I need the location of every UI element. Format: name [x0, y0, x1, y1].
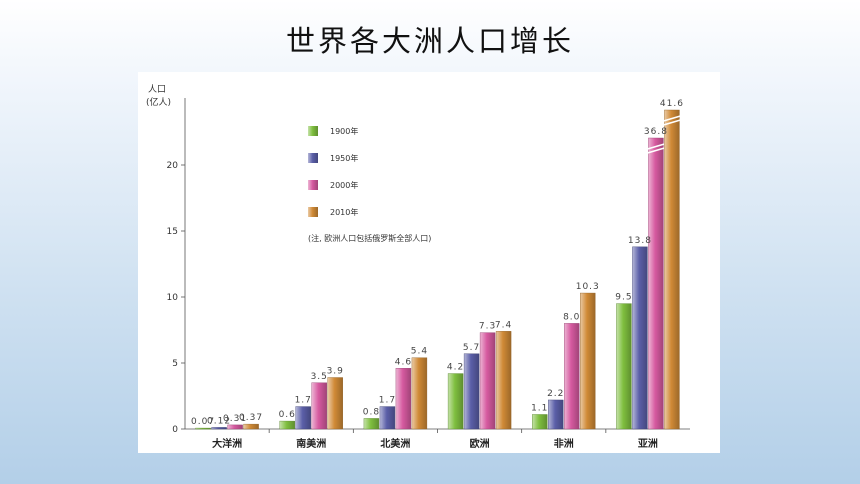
y-tick-label: 5: [172, 359, 178, 369]
data-label: 0.12: [207, 416, 231, 426]
bar-北美洲-1950年: [379, 406, 396, 430]
bar-非洲-2010年: [580, 292, 596, 430]
bar-大洋洲-1950年: [211, 427, 227, 430]
legend-label: 1950年: [330, 153, 358, 163]
data-label: 0.31: [223, 414, 247, 424]
data-label: 0.07: [191, 417, 215, 427]
data-label: 1.1: [531, 403, 548, 413]
legend-swatch: [308, 207, 318, 217]
data-label: 0.37: [239, 413, 263, 423]
category-label: 非洲: [554, 437, 574, 450]
data-label: 0.8: [363, 407, 380, 417]
data-label: 8.0: [563, 312, 580, 322]
bar-南美洲-2000年: [311, 382, 327, 430]
category-label: 南美洲: [296, 437, 326, 450]
bar-南美洲-1950年: [295, 406, 311, 430]
data-label: 5.4: [411, 347, 428, 357]
data-label: 10.3: [576, 282, 600, 292]
data-label: 5.7: [463, 343, 480, 353]
legend-swatch: [308, 153, 318, 163]
data-label: 9.5: [615, 293, 632, 303]
data-label: 1.7: [295, 396, 312, 406]
bar-欧洲-1900年: [447, 373, 464, 430]
bar-非洲-2000年: [564, 323, 580, 430]
chart-panel: 人口 (亿人) 0 5 10 15 20 大洋洲 南美洲 北美洲 欧洲 非洲 亚洲 0.07 0.12 0.…: [138, 72, 720, 453]
legend-label: 2010年: [330, 207, 358, 217]
category-label: 欧洲: [470, 437, 490, 450]
y-tick-label: 0: [172, 425, 178, 435]
bar-欧洲-1950年: [463, 353, 480, 430]
data-label: 4.2: [447, 363, 464, 373]
bar-南美洲-1900年: [279, 420, 295, 430]
data-label: 4.6: [395, 357, 412, 367]
bar-亚洲-2000年: [648, 137, 664, 430]
bar-非洲-1950年: [548, 399, 564, 430]
data-label: 41.6: [660, 99, 684, 109]
bar-北美洲-1900年: [363, 418, 380, 430]
bar-大洋洲-1900年: [195, 427, 211, 430]
bar-北美洲-2010年: [411, 357, 428, 430]
chart-note: (注, 欧洲人口包括俄罗斯全部人口): [308, 233, 431, 243]
legend-label: 2000年: [330, 180, 358, 190]
y-tick-label: 20: [167, 161, 179, 171]
bar-非洲-1900年: [532, 414, 548, 430]
y-tick-label: 15: [167, 227, 178, 237]
bar-北美洲-2000年: [395, 368, 412, 430]
data-label: 1.7: [379, 396, 396, 406]
y-axis-label-line1: 人口: [148, 84, 166, 95]
data-label: 7.4: [495, 320, 512, 330]
bar-大洋洲-2000年: [227, 424, 243, 430]
legend-swatch: [308, 180, 318, 190]
bar-南美洲-2010年: [327, 377, 343, 430]
category-label: 亚洲: [638, 438, 658, 450]
legend-swatch: [308, 126, 318, 136]
legend-label: 1900年: [330, 126, 358, 136]
category-label: 北美洲: [380, 437, 410, 450]
axis-break-mark: [647, 143, 665, 154]
data-label: 36.8: [644, 127, 668, 137]
category-label: 大洋洲: [212, 437, 242, 450]
bar-大洋洲-2010年: [243, 423, 259, 430]
axis-break-mark: [663, 115, 681, 126]
bar-亚洲-2010年: [664, 109, 680, 430]
y-tick-label: 10: [167, 293, 179, 303]
bar-欧洲-2010年: [495, 331, 512, 430]
data-label: 2.2: [547, 389, 564, 399]
data-label: 0.6: [279, 410, 296, 420]
data-label: 3.5: [311, 372, 328, 382]
slide-title: 世界各大洲人口增长: [285, 24, 574, 58]
bar-欧洲-2000年: [479, 332, 496, 430]
y-axis-label-line2: (亿人): [146, 96, 171, 108]
bar-亚洲-1900年: [616, 303, 632, 430]
data-label: 13.8: [628, 236, 652, 246]
bar-亚洲-1950年: [632, 246, 648, 430]
data-label: 3.9: [327, 367, 344, 377]
data-label: 7.3: [479, 322, 496, 332]
